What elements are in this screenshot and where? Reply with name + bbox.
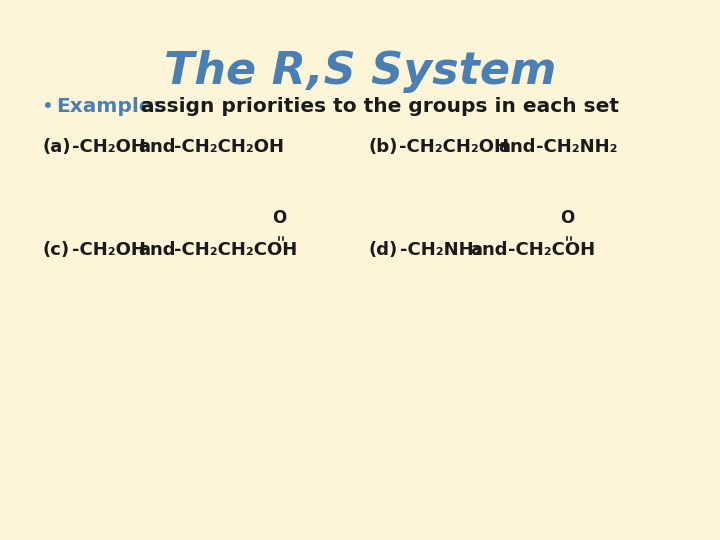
Text: assign priorities to the groups in each set: assign priorities to the groups in each …: [134, 98, 619, 117]
Text: -CH₂NH₂: -CH₂NH₂: [400, 241, 482, 259]
Text: Example:: Example:: [56, 98, 161, 117]
Text: and: and: [498, 138, 536, 156]
Text: and: and: [138, 138, 176, 156]
Text: -CH₂OH: -CH₂OH: [72, 241, 146, 259]
Text: -CH₂CH₂COH: -CH₂CH₂COH: [174, 241, 297, 259]
Text: -CH₂NH₂: -CH₂NH₂: [536, 138, 618, 156]
Text: O: O: [560, 209, 574, 227]
Text: (b): (b): [368, 138, 397, 156]
Text: -CH₂COH: -CH₂COH: [508, 241, 595, 259]
Text: (c): (c): [42, 241, 69, 259]
Text: •: •: [42, 98, 54, 117]
Text: and: and: [470, 241, 508, 259]
Text: (a): (a): [42, 138, 71, 156]
Text: -CH₂OH: -CH₂OH: [72, 138, 146, 156]
Text: and: and: [138, 241, 176, 259]
Text: -CH₂CH₂OH: -CH₂CH₂OH: [399, 138, 509, 156]
Text: The R,S System: The R,S System: [164, 50, 556, 93]
Text: (d): (d): [368, 241, 397, 259]
Text: O: O: [272, 209, 286, 227]
Text: -CH₂CH₂OH: -CH₂CH₂OH: [174, 138, 284, 156]
